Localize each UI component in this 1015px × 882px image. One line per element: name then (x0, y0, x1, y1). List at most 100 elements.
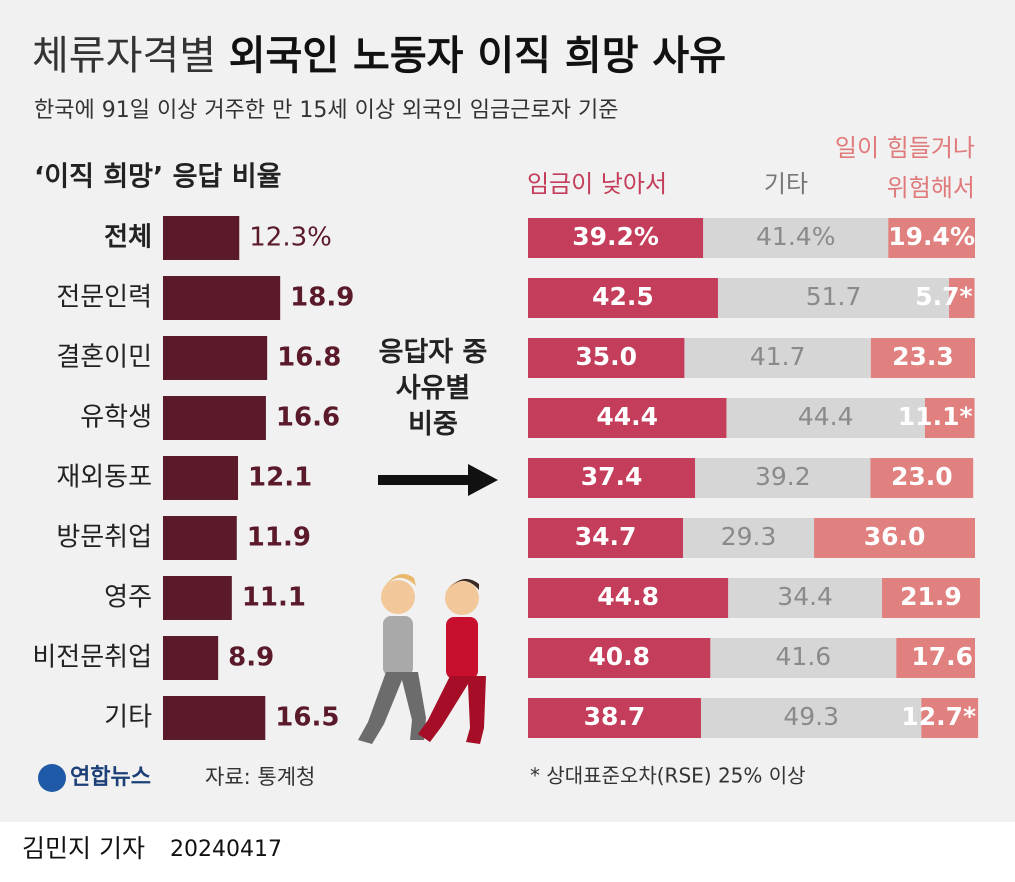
value-label: 38.7 (584, 702, 646, 731)
value-label: 41.4% (756, 222, 835, 251)
title-bold: 외국인 노동자 이직 희망 사유 (229, 33, 726, 79)
value-label: 21.9 (900, 582, 962, 611)
value-label: 44.4 (596, 402, 658, 431)
byline: 김민지 기자 (22, 834, 145, 863)
bar-segment (888, 218, 975, 258)
bar-segment (683, 518, 815, 558)
bar-segment (703, 218, 889, 258)
bar-segment (728, 578, 883, 618)
left-chart-title: ‘이직 희망’ 응답 비율 (34, 162, 281, 193)
legend-entry: 기타 (764, 170, 808, 198)
value-label: 11.9 (247, 523, 311, 553)
bar (163, 456, 239, 500)
bar-segment (700, 698, 922, 738)
arrow-head (468, 464, 498, 496)
value-label: 16.6 (276, 403, 340, 433)
bar-segment (528, 638, 711, 678)
bar-segment (528, 398, 727, 438)
value-label: 16.5 (275, 703, 339, 733)
value-label: 51.7 (806, 282, 862, 311)
right-chart-title: 응답자 중 사유별 비중 (378, 337, 488, 440)
date: 20240417 (170, 837, 282, 862)
value-label: 37.4 (581, 462, 643, 491)
value-label: 16.8 (277, 343, 341, 373)
bar-segment (710, 638, 897, 678)
value-label: 12.1 (248, 463, 312, 493)
category-label: 기타 (104, 703, 152, 733)
legend-entry: 일이 힘들거나 위험해서 (834, 134, 975, 202)
value-label: 39.2% (572, 222, 659, 251)
value-label: 40.8 (588, 642, 650, 671)
illustration (358, 574, 486, 744)
value-label: 44.4 (798, 402, 854, 431)
value-label: 17.6 (911, 642, 973, 671)
category-label: 영주 (104, 583, 152, 613)
value-label: 39.2 (755, 462, 811, 491)
bar-segment (528, 518, 684, 558)
bar (163, 576, 232, 620)
bar-segment (726, 398, 925, 438)
value-label: 23.3 (892, 342, 954, 371)
value-label: 41.6 (776, 642, 832, 671)
logo: 연합뉴스 (70, 764, 151, 790)
footnote: * 상대표준오차(RSE) 25% 이상 (530, 764, 806, 788)
legend-entry: 임금이 낮아서 (527, 170, 667, 198)
logo-mark (38, 764, 66, 792)
bar-segment (717, 278, 950, 318)
value-label: 35.0 (575, 342, 637, 371)
bar (163, 516, 237, 560)
category-label: 결혼이민 (56, 343, 152, 373)
bar-segment (528, 578, 729, 618)
bar-segment (528, 458, 696, 498)
category-label: 비전문취업 (32, 643, 152, 673)
bar (163, 276, 281, 320)
chart-title: 체류자격별 외국인 노동자 이직 희망 사유 (32, 33, 726, 79)
bar (163, 336, 268, 380)
value-label: 5.7* (915, 282, 972, 311)
value-label: 44.8 (597, 582, 659, 611)
value-label: 19.4% (888, 222, 975, 251)
bar-segment (528, 338, 685, 378)
value-label: 8.9 (228, 643, 274, 673)
category-label: 방문취업 (56, 523, 152, 553)
category-label: 재외동포 (56, 463, 152, 493)
title-light: 체류자격별 (32, 33, 216, 79)
bar (163, 396, 266, 440)
value-label: 34.7 (575, 522, 637, 551)
subtitle: 한국에 91일 이상 거주한 만 15세 이상 외국인 임금근로자 기준 (34, 98, 618, 123)
value-label: 11.1 (242, 583, 306, 613)
category-label: 유학생 (80, 403, 152, 433)
source: 자료: 통계청 (205, 765, 315, 789)
bar-segment (949, 278, 975, 318)
bar-segment (924, 398, 975, 438)
value-label: 18.9 (290, 283, 354, 313)
bar-segment (528, 278, 718, 318)
value-label: 11.1* (898, 402, 973, 431)
bar-segment (814, 518, 975, 558)
bar-segment (528, 698, 701, 738)
value-label: 23.0 (891, 462, 953, 491)
value-label: 36.0 (864, 522, 926, 551)
value-label: 34.4 (777, 582, 833, 611)
bar-segment (695, 458, 871, 498)
category-label: 전문인력 (56, 283, 152, 313)
value-label: 12.7* (901, 702, 976, 731)
bar-segment (882, 578, 980, 618)
value-label: 12.3% (249, 223, 332, 253)
bar-segment (684, 338, 871, 378)
value-label: 29.3 (721, 522, 777, 551)
bar-segment (921, 698, 979, 738)
bar-segment (528, 218, 704, 258)
bar-segment (870, 338, 975, 378)
value-label: 41.7 (750, 342, 806, 371)
value-label: 49.3 (783, 702, 839, 731)
bar (163, 216, 240, 260)
category-label: 전체 (104, 223, 152, 253)
bar-segment (870, 458, 974, 498)
bar (163, 696, 266, 740)
value-label: 42.5 (592, 282, 654, 311)
bar (163, 636, 219, 680)
bar-segment (896, 638, 975, 678)
